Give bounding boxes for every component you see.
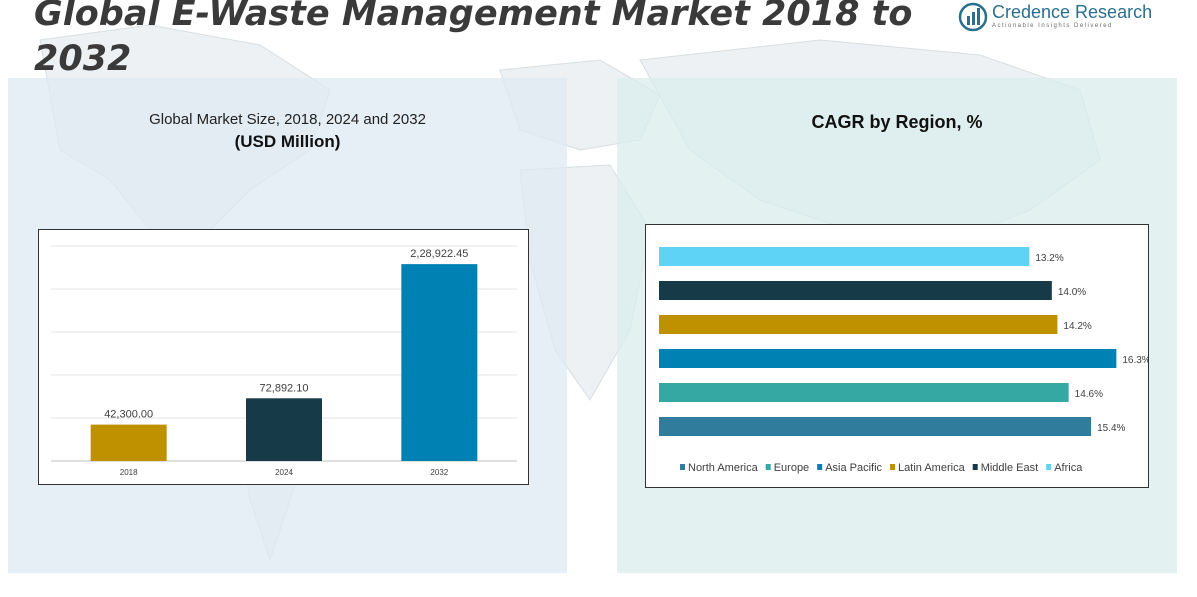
x-tick-label-2018: 2018: [120, 468, 138, 477]
logo-tagline: Actionable Insights Delivered: [992, 23, 1113, 29]
legend-label-latin-america: Latin America: [898, 462, 966, 474]
x-tick-label-2032: 2032: [430, 468, 448, 477]
data-label-europe: 14.6%: [1075, 389, 1103, 400]
market-size-title: Global Market Size, 2018, 2024 and 2032: [149, 111, 426, 128]
legend-label-europe: Europe: [774, 462, 809, 474]
x-tick-label-2024: 2024: [275, 468, 293, 477]
bar-middle-east: [659, 281, 1052, 300]
legend-label-africa: Africa: [1054, 462, 1083, 474]
legend-swatch-north-america: [680, 464, 685, 470]
data-label-latin-america: 14.2%: [1063, 321, 1091, 332]
bar-asia-pacific: [659, 349, 1117, 368]
data-label-north-america: 15.4%: [1097, 423, 1125, 434]
legend-label-north-america: North America: [688, 462, 759, 474]
bar-latin-america: [659, 315, 1058, 334]
page-title: Global E-Waste Management Market 2018 to…: [34, 0, 913, 79]
bar-north-america: [659, 417, 1092, 436]
data-label-2032: 2,28,922.45: [410, 248, 468, 260]
legend-swatch-africa: [1046, 464, 1052, 470]
legend-swatch-middle-east: [972, 464, 978, 470]
cagr-chart: 13.2% 14.0% 14.2% 16.3% 14.6% 15.4% North Amer…: [645, 224, 1151, 488]
legend-label-asia-pacific: Asia Pacific: [825, 462, 882, 474]
legend-swatch-latin-america: [890, 464, 896, 470]
credence-research-logo: Credence Research Actionable Insights De…: [958, 2, 1158, 34]
legend-label-middle-east: Middle East: [981, 462, 1038, 474]
bar-africa: [659, 247, 1030, 266]
data-label-middle-east: 14.0%: [1058, 287, 1086, 298]
logo-icon: [958, 2, 988, 32]
data-label-asia-pacific: 16.3%: [1122, 355, 1148, 366]
bar-2024: [246, 398, 322, 461]
logo-name: Credence Research: [992, 2, 1153, 22]
bar-2018: [90, 424, 167, 461]
bar-europe: [659, 383, 1069, 402]
market-size-chart-svg: 42,300.00 2018 72,892.10 2024 2,28,922.45 203…: [51, 245, 517, 477]
market-size-unit: (USD Million): [234, 132, 341, 151]
data-label-2024: 72,892.10: [260, 382, 309, 394]
cagr-title: CAGR by Region, %: [811, 112, 983, 132]
data-label-africa: 13.2%: [1035, 253, 1063, 264]
legend-swatch-europe: [765, 464, 771, 470]
bar-2032: [401, 264, 478, 461]
cagr-chart-svg: 13.2% 14.0% 14.2% 16.3% 14.6% 15.4% North Amer…: [659, 247, 1151, 474]
market-size-chart: 42,300.00 2018 72,892.10 2024 2,28,922.45 203…: [38, 229, 529, 485]
data-label-2018: 42,300.00: [104, 409, 153, 421]
legend-swatch-asia-pacific: [817, 464, 823, 470]
